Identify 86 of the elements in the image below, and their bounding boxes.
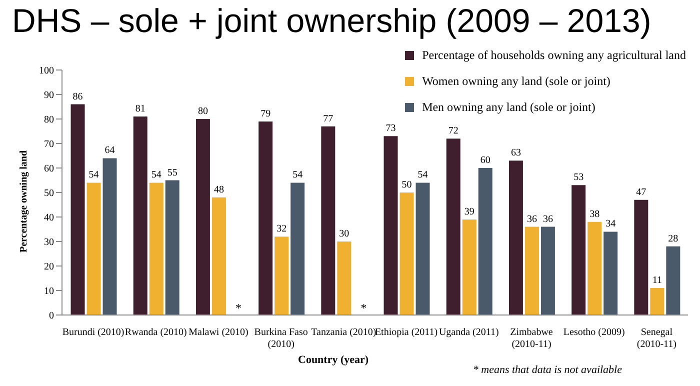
- x-tick-label: Malawi (2010): [188, 327, 248, 338]
- data-label: 54: [418, 170, 428, 181]
- y-tick-label: 60: [44, 164, 54, 175]
- bar: [540, 226, 555, 315]
- data-label: 64: [104, 145, 115, 156]
- y-tick-label: 0: [49, 310, 54, 322]
- bar: [133, 116, 148, 315]
- data-label: 36: [526, 214, 537, 225]
- bar: [384, 136, 398, 315]
- data-label: 39: [464, 206, 474, 218]
- data-label: 72: [448, 126, 458, 137]
- bar: [86, 182, 101, 315]
- y-tick-label: 80: [44, 114, 54, 126]
- data-label: 54: [88, 170, 99, 181]
- annotation: *: [360, 301, 367, 315]
- data-label: 60: [480, 155, 490, 166]
- bar: [524, 226, 539, 315]
- bar: [634, 200, 648, 315]
- x-axis-title: Country (year): [298, 354, 369, 366]
- bar: [165, 180, 180, 315]
- data-label: 50: [402, 180, 412, 190]
- data-label: 53: [574, 172, 584, 184]
- data-label: 28: [668, 233, 678, 244]
- bar: [508, 160, 523, 315]
- data-label: 77: [323, 113, 334, 124]
- data-label: 47: [636, 186, 646, 198]
- data-label: 11: [652, 275, 662, 286]
- bar: [321, 126, 336, 315]
- bar: [274, 236, 289, 315]
- bar: [196, 119, 210, 315]
- bar: [290, 182, 305, 315]
- y-tick-label: 10: [44, 286, 54, 298]
- x-tick-label: Tanzania (2010): [311, 327, 376, 338]
- chart-title: DHS – sole + joint ownership (2009 – 2013): [12, 2, 652, 40]
- y-axis-title: Percentage owning land: [18, 150, 30, 252]
- bar: [258, 121, 273, 315]
- y-tick-label: 50: [44, 188, 54, 200]
- data-label: 48: [214, 184, 224, 196]
- legend-label: Men owning any land (sole or joint): [422, 100, 596, 114]
- bar: [478, 168, 492, 315]
- y-tick-label: 40: [44, 212, 54, 224]
- y-tick-label: 90: [44, 90, 54, 102]
- bar: [212, 197, 226, 315]
- x-tick-label: Zimbabwe (2010-11): [510, 327, 554, 350]
- legend-label: Women owning any land (sole or joint): [422, 74, 610, 88]
- bar: [102, 158, 117, 315]
- data-label: 80: [198, 106, 208, 117]
- bar: [462, 219, 476, 315]
- data-label: 63: [510, 148, 521, 159]
- data-label: 81: [135, 104, 146, 115]
- x-tick-label: Senegal (2010-11): [636, 327, 677, 350]
- data-label: 73: [386, 123, 396, 134]
- data-label: 38: [590, 208, 600, 220]
- y-tick-label: 70: [44, 139, 54, 150]
- bar: [572, 185, 586, 315]
- bar: [400, 192, 414, 315]
- x-tick-label: Rwanda (2010): [124, 327, 187, 338]
- annotation: *: [236, 301, 242, 315]
- data-label: 55: [167, 167, 178, 178]
- bar: [416, 182, 430, 315]
- bar: [446, 138, 460, 315]
- data-label: 36: [542, 214, 553, 225]
- bar: [337, 242, 352, 315]
- data-label: 54: [292, 170, 303, 181]
- bar: [650, 288, 664, 315]
- data-label: 79: [260, 108, 271, 120]
- legend-label: Percentage of households owning any agricultural land: [422, 48, 686, 62]
- data-label: 54: [151, 170, 162, 181]
- bar: [70, 104, 85, 315]
- data-label: 32: [276, 224, 287, 235]
- x-tick-label: Uganda (2011): [438, 327, 499, 338]
- x-tick-label: Ethiopia (2011): [374, 327, 438, 338]
- y-tick-label: 100: [39, 66, 54, 77]
- x-tick-label: Burundi (2010): [62, 327, 124, 338]
- bar: [588, 222, 602, 315]
- y-tick-label: 20: [44, 262, 54, 273]
- bar: [149, 182, 164, 315]
- x-tick-label: Burkina Faso (2010): [254, 327, 308, 350]
- data-label: 86: [72, 91, 83, 102]
- data-label: 34: [606, 218, 616, 230]
- x-tick-label: Lesotho (2009): [563, 327, 625, 338]
- data-label: 30: [339, 228, 350, 240]
- y-tick-label: 30: [44, 237, 54, 248]
- bar: [666, 246, 680, 315]
- bar: [604, 232, 618, 315]
- text: * means that data is not available: [472, 364, 622, 376]
